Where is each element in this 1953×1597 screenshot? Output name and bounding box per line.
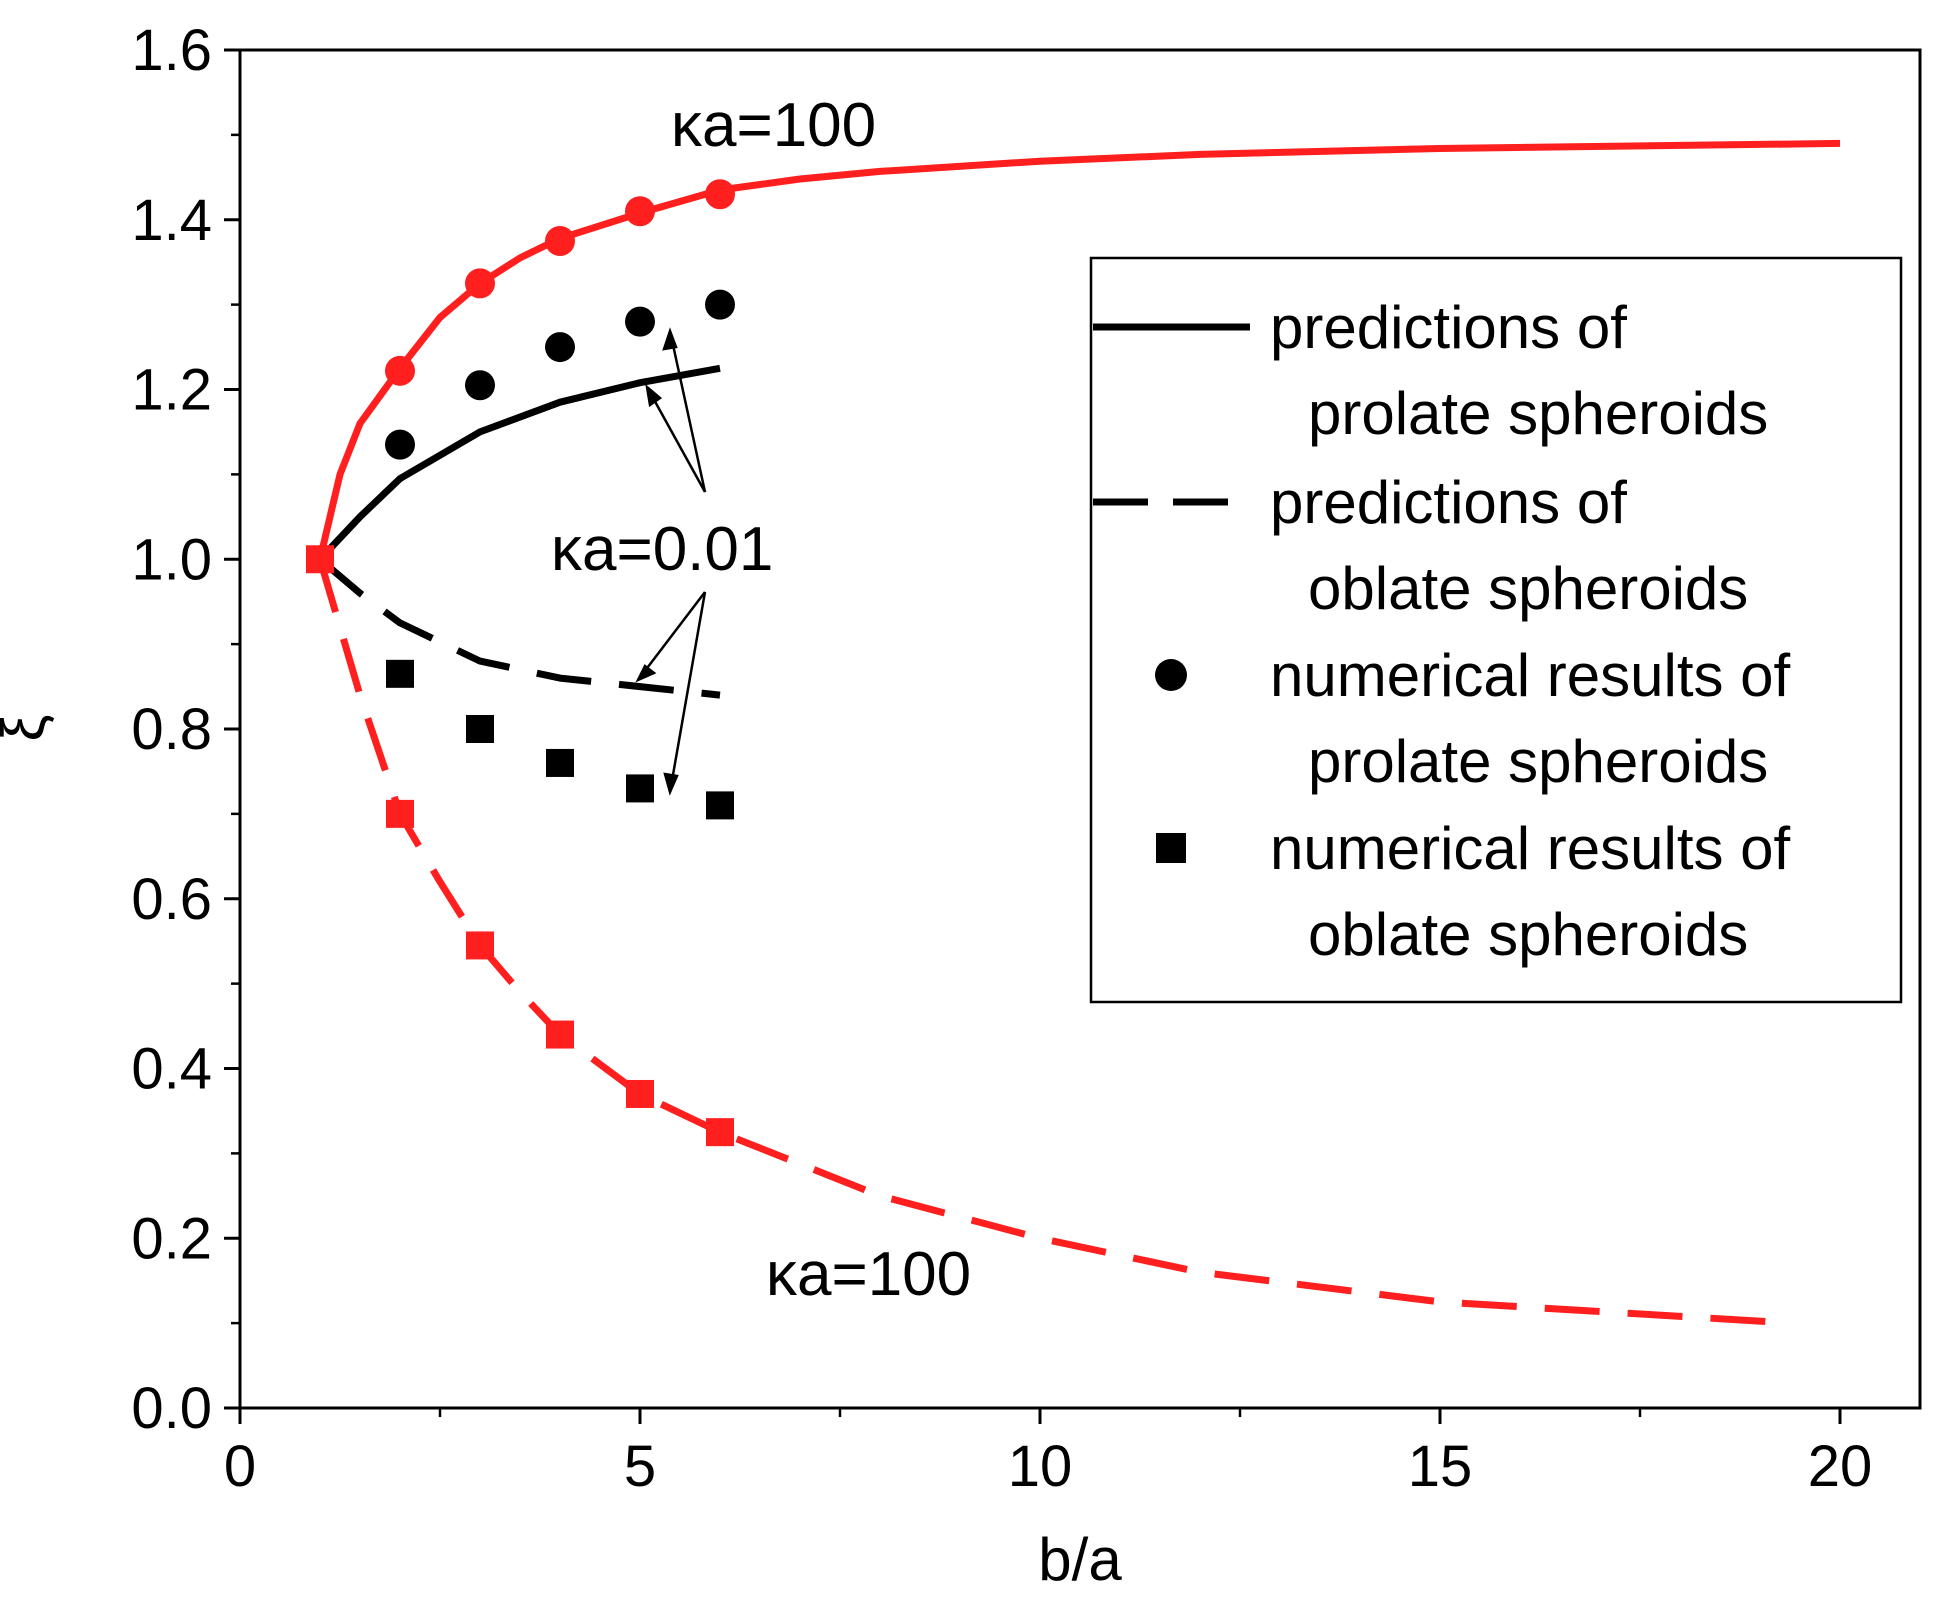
black-circle-point bbox=[625, 306, 655, 337]
black-circle-point bbox=[545, 332, 575, 363]
red-square-point bbox=[626, 1079, 654, 1108]
y-tick-label: 0.6 bbox=[131, 867, 212, 932]
arrowhead bbox=[645, 383, 663, 408]
annotation-kappa-100-upper: κa=100 bbox=[671, 91, 876, 160]
arrow-line bbox=[637, 591, 706, 681]
legend-label-line: numerical results of bbox=[1270, 815, 1791, 882]
red-square-point bbox=[386, 799, 414, 828]
y-tick-label: 0.4 bbox=[131, 1037, 212, 1102]
legend-swatch-circle bbox=[1155, 659, 1187, 691]
x-axis-label: b/a bbox=[1038, 1526, 1122, 1593]
legend-box bbox=[1089, 256, 1903, 1004]
black-square-point bbox=[386, 659, 414, 688]
x-tick-label: 15 bbox=[1408, 1434, 1473, 1499]
y-tick-label: 1.0 bbox=[131, 527, 212, 592]
red-circle-point bbox=[385, 355, 415, 386]
black-circle-point bbox=[705, 289, 735, 320]
red-square-point bbox=[306, 545, 334, 574]
arrowhead bbox=[635, 664, 657, 683]
red-solid-curve bbox=[316, 139, 1841, 561]
black-square-point bbox=[546, 748, 574, 777]
axis-ticks bbox=[224, 48, 1842, 1424]
arrow-line bbox=[645, 386, 707, 493]
black-circle-point bbox=[465, 370, 495, 401]
y-tick-label: 1.2 bbox=[131, 358, 212, 423]
red-square-point bbox=[466, 931, 494, 960]
black-square-point bbox=[626, 774, 654, 803]
legend-label-line: predictions of bbox=[1270, 469, 1627, 536]
arrow-line bbox=[668, 330, 707, 493]
red-circle-point bbox=[545, 225, 575, 256]
x-tick-label: 10 bbox=[1008, 1434, 1073, 1499]
arrowhead bbox=[663, 772, 679, 796]
black-square-point bbox=[706, 791, 734, 820]
x-tick-label: 20 bbox=[1808, 1434, 1873, 1499]
legend-label-line: oblate spheroids bbox=[1308, 555, 1748, 622]
y-tick-label: 1.4 bbox=[131, 188, 212, 253]
x-tick-label: 0 bbox=[224, 1434, 256, 1499]
legend-label-line: oblate spheroids bbox=[1308, 901, 1748, 968]
legend-label-line: predictions of bbox=[1270, 294, 1627, 361]
red-circle-point bbox=[625, 196, 655, 227]
tick-labels: 0 5 10 15 20 0.0 0.2 0.4 0.6 0.8 1.0 1.2 1.4 1.6 bbox=[131, 18, 1872, 1499]
annotation-arrows bbox=[635, 327, 707, 796]
red-circle-point bbox=[465, 268, 495, 299]
legend-label-line: numerical results of bbox=[1270, 642, 1791, 709]
x-tick-label: 5 bbox=[624, 1434, 656, 1499]
arrowhead bbox=[662, 327, 678, 351]
annotation-kappa-0-01: κa=0.01 bbox=[551, 515, 773, 584]
y-tick-label: 1.6 bbox=[131, 18, 212, 83]
arrow-line bbox=[668, 591, 707, 793]
annotation-kappa-100-lower: κa=100 bbox=[766, 1240, 971, 1309]
legend-swatch-square bbox=[1156, 833, 1186, 863]
black-square-point bbox=[466, 715, 494, 743]
y-tick-label: 0.8 bbox=[131, 697, 212, 762]
red-square-point bbox=[706, 1118, 734, 1147]
y-tick-label: 0.2 bbox=[131, 1206, 212, 1271]
legend-label-line: prolate spheroids bbox=[1308, 380, 1768, 447]
legend-label-line: prolate spheroids bbox=[1308, 728, 1768, 795]
red-circle-point bbox=[705, 179, 735, 210]
series-layer bbox=[306, 139, 1841, 1327]
black-circle-point bbox=[385, 429, 415, 460]
black-solid-curve bbox=[317, 364, 721, 562]
y-axis-label: ξ bbox=[0, 715, 57, 742]
red-square-point bbox=[546, 1020, 574, 1049]
y-tick-label: 0.0 bbox=[131, 1376, 212, 1441]
black-dashed-curve bbox=[317, 556, 721, 699]
legend: predictions of prolate spheroids predict… bbox=[1089, 256, 1903, 1004]
